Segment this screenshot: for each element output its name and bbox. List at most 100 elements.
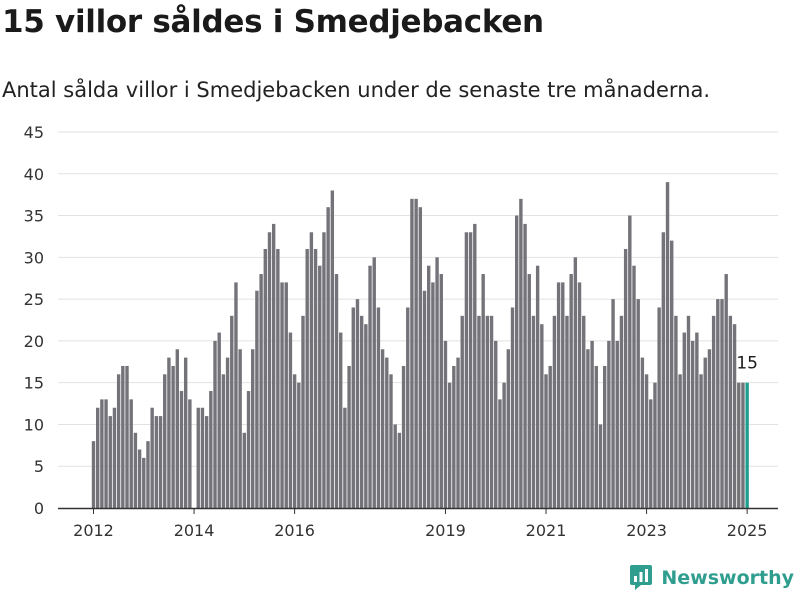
bar — [150, 407, 154, 508]
bar — [230, 315, 234, 508]
bar — [653, 382, 657, 508]
bar — [301, 315, 305, 508]
y-tick-label: 25 — [24, 290, 44, 309]
bar — [418, 207, 423, 508]
bar — [460, 315, 464, 508]
bar — [602, 365, 607, 508]
bar — [636, 299, 640, 508]
bar — [502, 382, 506, 508]
y-axis-ticks: 0 5 10 15 20 25 30 35 40 45 — [24, 123, 44, 518]
y-tick-label: 15 — [24, 374, 44, 393]
bar — [615, 340, 619, 508]
bar — [100, 399, 104, 508]
bar — [116, 374, 121, 508]
bar — [133, 432, 138, 508]
bar — [590, 340, 594, 508]
bar — [716, 299, 720, 508]
x-axis-ticks: 2012 2014 2016 2019 2021 2023 2025 — [73, 508, 767, 540]
bar — [447, 382, 452, 508]
bar — [657, 307, 661, 508]
bar — [695, 332, 699, 508]
bar — [91, 441, 96, 508]
bar — [121, 365, 125, 508]
page-subtitle: Antal sålda villor i Smedjebacken under … — [2, 78, 711, 102]
y-tick-label: 30 — [24, 248, 44, 267]
bar — [577, 282, 582, 508]
bar — [343, 407, 347, 508]
bar — [565, 315, 569, 508]
bar — [686, 315, 691, 508]
bar — [284, 282, 288, 508]
bar — [351, 307, 355, 508]
bar — [707, 349, 712, 508]
bar — [561, 282, 565, 508]
bar — [137, 449, 142, 508]
bar — [142, 457, 146, 508]
bar — [129, 399, 133, 508]
bar — [288, 332, 293, 508]
bar — [355, 299, 360, 508]
bar — [498, 399, 502, 508]
bar — [196, 407, 200, 508]
bar — [489, 315, 494, 508]
bar — [108, 416, 112, 508]
bar — [372, 257, 376, 508]
bar — [619, 315, 624, 508]
bar — [255, 290, 259, 508]
bar — [213, 340, 217, 508]
bar — [540, 324, 544, 508]
bar — [318, 265, 322, 508]
bar — [514, 215, 519, 509]
bar — [271, 223, 276, 508]
bar — [674, 315, 678, 508]
bar — [154, 416, 159, 508]
bar — [598, 424, 603, 508]
bar — [179, 391, 184, 508]
bar — [464, 232, 469, 508]
bar — [267, 232, 272, 508]
bar — [473, 223, 477, 508]
bar — [401, 365, 406, 508]
bar — [582, 315, 586, 508]
x-tick-label: 2012 — [73, 521, 114, 540]
bar — [276, 248, 280, 508]
bar — [163, 374, 167, 508]
bar — [95, 407, 100, 508]
bar — [632, 265, 636, 508]
x-tick-label: 2016 — [274, 521, 315, 540]
bar — [146, 441, 150, 508]
bar — [703, 357, 707, 508]
bar — [644, 374, 649, 508]
bar — [611, 299, 615, 508]
bar — [242, 432, 247, 508]
bar — [431, 282, 435, 508]
bar — [200, 407, 205, 508]
bar — [435, 257, 439, 508]
bar — [422, 290, 427, 508]
bar — [594, 365, 598, 508]
bar — [468, 232, 473, 508]
bar — [414, 198, 418, 508]
bar — [326, 207, 330, 508]
bar — [556, 282, 561, 508]
bar — [481, 274, 485, 508]
bar — [665, 182, 670, 508]
bar — [527, 274, 531, 508]
bar — [732, 324, 737, 508]
bar — [573, 257, 578, 508]
bar-latest — [745, 382, 749, 508]
brand: Newsworthy — [629, 564, 794, 591]
bar — [364, 324, 368, 508]
bar — [670, 240, 674, 508]
bar — [485, 315, 490, 508]
bar — [535, 265, 540, 508]
x-tick-label: 2019 — [425, 521, 466, 540]
bar — [649, 399, 653, 508]
bar — [209, 391, 213, 508]
bar — [548, 365, 552, 508]
bar — [510, 307, 515, 508]
bar — [380, 349, 385, 508]
y-tick-label: 5 — [34, 457, 44, 476]
bar — [427, 265, 431, 508]
bar — [280, 282, 284, 508]
